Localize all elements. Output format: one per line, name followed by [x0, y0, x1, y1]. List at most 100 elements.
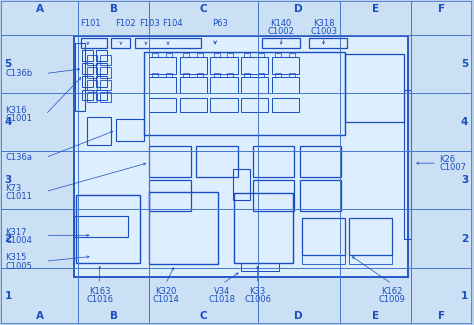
Bar — [241, 263, 279, 271]
Text: P63: P63 — [212, 19, 228, 28]
Bar — [241, 57, 268, 73]
Bar — [197, 53, 203, 57]
Text: F102: F102 — [115, 19, 136, 28]
Text: C1001: C1001 — [5, 114, 32, 123]
Bar — [183, 53, 189, 57]
Text: 5: 5 — [461, 59, 468, 69]
Bar — [87, 55, 97, 65]
Bar — [183, 72, 189, 77]
Bar — [82, 63, 92, 74]
Text: B: B — [110, 4, 118, 14]
Bar — [302, 217, 345, 255]
Bar — [289, 72, 295, 77]
Bar — [166, 53, 172, 57]
Text: E: E — [372, 4, 379, 14]
Text: K163: K163 — [89, 287, 110, 296]
Text: C1002: C1002 — [268, 27, 294, 36]
Text: K73: K73 — [5, 184, 22, 193]
Bar — [96, 90, 107, 100]
Text: F104: F104 — [163, 19, 183, 28]
Bar — [75, 43, 84, 111]
Bar — [241, 98, 268, 112]
Text: C1003: C1003 — [310, 27, 337, 36]
Bar — [82, 90, 92, 100]
Bar — [82, 50, 92, 60]
Text: C1004: C1004 — [5, 236, 32, 245]
Bar — [210, 57, 238, 73]
Text: E: E — [372, 311, 379, 321]
Text: C1006: C1006 — [244, 295, 271, 304]
Bar — [100, 92, 110, 102]
Text: F: F — [438, 311, 445, 321]
Text: C1018: C1018 — [209, 295, 236, 304]
Bar — [96, 63, 107, 74]
Text: C1014: C1014 — [152, 295, 179, 304]
Bar — [214, 53, 220, 57]
Bar — [275, 53, 281, 57]
Text: K318: K318 — [313, 19, 334, 28]
Bar — [302, 255, 345, 265]
Bar — [149, 98, 176, 112]
Bar — [233, 169, 249, 200]
Bar — [245, 72, 250, 77]
Text: K140: K140 — [271, 19, 292, 28]
Bar — [262, 38, 300, 48]
Bar — [87, 80, 97, 90]
Bar — [180, 98, 207, 112]
Bar — [258, 72, 264, 77]
Bar — [116, 119, 145, 141]
Text: C: C — [200, 4, 207, 14]
Bar — [100, 80, 110, 90]
Bar — [210, 98, 238, 112]
Bar — [253, 146, 294, 177]
Bar — [111, 38, 130, 48]
Text: 4: 4 — [461, 117, 468, 127]
Text: C136a: C136a — [5, 153, 32, 162]
Text: 3: 3 — [4, 175, 12, 185]
Bar — [74, 36, 409, 277]
Text: K316: K316 — [5, 106, 27, 115]
Bar — [149, 192, 218, 265]
Text: F: F — [438, 4, 445, 14]
Bar — [149, 57, 176, 73]
Bar — [149, 180, 191, 211]
Bar — [289, 53, 295, 57]
Bar — [96, 50, 107, 60]
Text: 3: 3 — [461, 175, 468, 185]
Bar — [228, 53, 233, 57]
Bar — [234, 193, 293, 263]
Text: C1016: C1016 — [86, 295, 113, 304]
Text: 1: 1 — [4, 291, 12, 301]
Bar — [76, 195, 140, 263]
Bar — [272, 98, 299, 112]
Bar — [87, 92, 97, 102]
Text: 5: 5 — [4, 59, 12, 69]
Text: B: B — [110, 311, 118, 321]
Bar — [180, 57, 207, 73]
Text: C1007: C1007 — [439, 163, 466, 172]
Text: C136b: C136b — [5, 69, 33, 78]
Text: D: D — [294, 311, 303, 321]
Bar — [272, 77, 299, 93]
Bar — [87, 117, 111, 145]
Bar — [196, 146, 238, 177]
Bar — [272, 57, 299, 73]
Bar — [241, 77, 268, 93]
Bar — [153, 53, 158, 57]
Text: V34: V34 — [214, 287, 230, 296]
Bar — [258, 53, 264, 57]
Text: 1: 1 — [461, 291, 468, 301]
Bar — [253, 180, 294, 211]
Text: D: D — [294, 4, 303, 14]
Bar — [180, 77, 207, 93]
Bar — [310, 38, 347, 48]
Bar — [214, 72, 220, 77]
Bar — [96, 76, 107, 87]
Text: C1005: C1005 — [5, 262, 32, 270]
Text: A: A — [36, 311, 44, 321]
Bar — [87, 67, 97, 78]
Text: C: C — [200, 311, 207, 321]
Text: K320: K320 — [155, 287, 176, 296]
Bar — [135, 38, 201, 48]
Bar — [100, 55, 110, 65]
